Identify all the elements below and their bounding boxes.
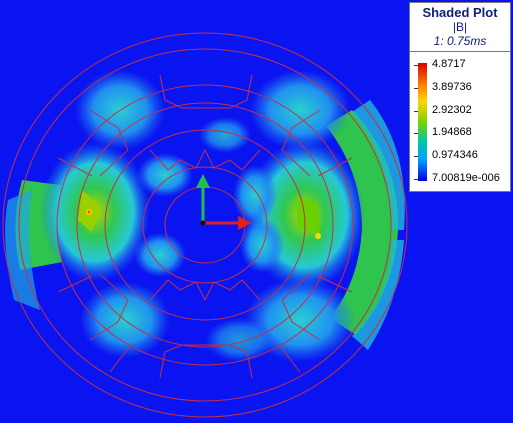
stator-slot-bottom <box>159 344 253 379</box>
rotor-outer-circle <box>104 129 306 321</box>
stator-slot-upper-right <box>281 109 321 177</box>
legend-tick <box>414 156 418 158</box>
stator-slot-lower-left <box>89 273 129 341</box>
legend-level-label: 3.89736 <box>432 80 472 93</box>
field-hotspots <box>78 190 321 239</box>
legend-level-label: 0.974346 <box>432 149 478 162</box>
rotor-pole-outline <box>149 148 261 171</box>
stator-slot-upper-left <box>89 109 129 177</box>
legend-level-label: 1.94868 <box>432 126 472 139</box>
legend-title: Shaded Plot <box>422 5 498 20</box>
shaft-circle <box>164 186 246 264</box>
stator-slot-lower-right <box>281 273 321 341</box>
rotor-pole-outline-lower <box>149 279 261 302</box>
legend-tick <box>414 133 418 135</box>
y-axis-arrow-icon <box>196 174 210 188</box>
legend-tick <box>414 65 418 66</box>
legend-quantity: |B| <box>452 20 468 34</box>
origin-marker <box>200 220 206 226</box>
legend-level-label: 4.8717 <box>432 58 466 70</box>
rotor-inner-circle <box>142 166 268 284</box>
legend-tick <box>414 179 418 180</box>
coordinate-axes <box>196 174 252 230</box>
motor-geometry-outline <box>2 32 408 418</box>
stator-slot-top <box>159 74 253 109</box>
legend-level-label: 2.92302 <box>432 103 472 116</box>
legend-tick <box>414 110 418 112</box>
shaded-plot-legend[interactable]: Shaded Plot |B| 1: 0.75ms 4.8717 3.89736 2… <box>409 2 511 192</box>
stator-inner-circle <box>56 84 354 366</box>
outer-boundary-circle <box>2 32 408 418</box>
legend-time: 1: 0.75ms <box>433 34 487 48</box>
legend-divider <box>410 51 510 52</box>
legend-level-label: 7.00819e-006 <box>432 172 500 184</box>
stator-outer-circle <box>18 48 392 402</box>
legend-color-bar <box>418 63 427 181</box>
x-axis-arrow-icon <box>238 216 252 230</box>
legend-tick <box>414 87 418 89</box>
airgap-circle <box>76 102 334 348</box>
